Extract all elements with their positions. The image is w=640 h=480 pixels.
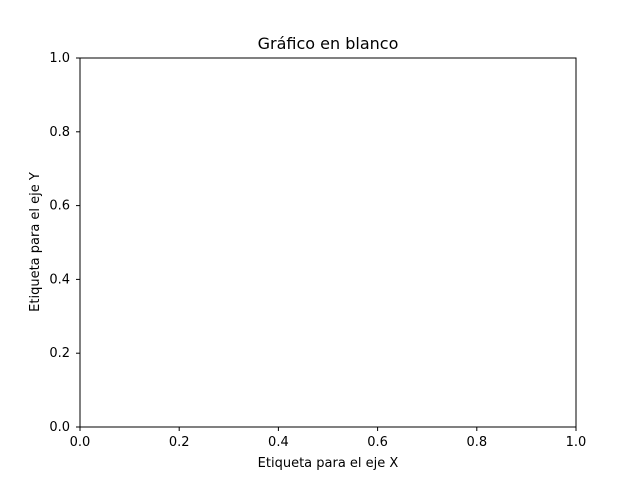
y-tick-label: 0.8 — [49, 125, 70, 140]
x-tick-label: 0.8 — [466, 435, 487, 450]
chart-title: Gráfico en blanco — [258, 34, 399, 53]
x-axis-ticks: 0.0 0.2 0.4 0.6 0.8 1.0 — [70, 427, 587, 450]
plot-frame — [79, 57, 577, 428]
y-tick-label: 1.0 — [49, 51, 70, 66]
plot-area — [80, 58, 576, 427]
x-tick-label: 0.6 — [367, 435, 388, 450]
y-axis-label: Etiqueta para el eje Y — [28, 172, 43, 312]
y-tick-label: 0.6 — [49, 199, 70, 214]
x-tick-label: 1.0 — [566, 435, 587, 450]
x-tick-label: 0.4 — [268, 435, 289, 450]
y-tick-label: 0.0 — [49, 420, 70, 435]
x-tick-label: 0.2 — [169, 435, 190, 450]
x-axis-label: Etiqueta para el eje X — [258, 456, 399, 471]
y-tick-label: 0.2 — [49, 346, 70, 361]
x-tick-label: 0.0 — [70, 435, 91, 450]
y-axis-ticks: 0.0 0.2 0.4 0.6 0.8 1.0 — [49, 51, 80, 435]
y-tick-label: 0.4 — [49, 272, 70, 287]
